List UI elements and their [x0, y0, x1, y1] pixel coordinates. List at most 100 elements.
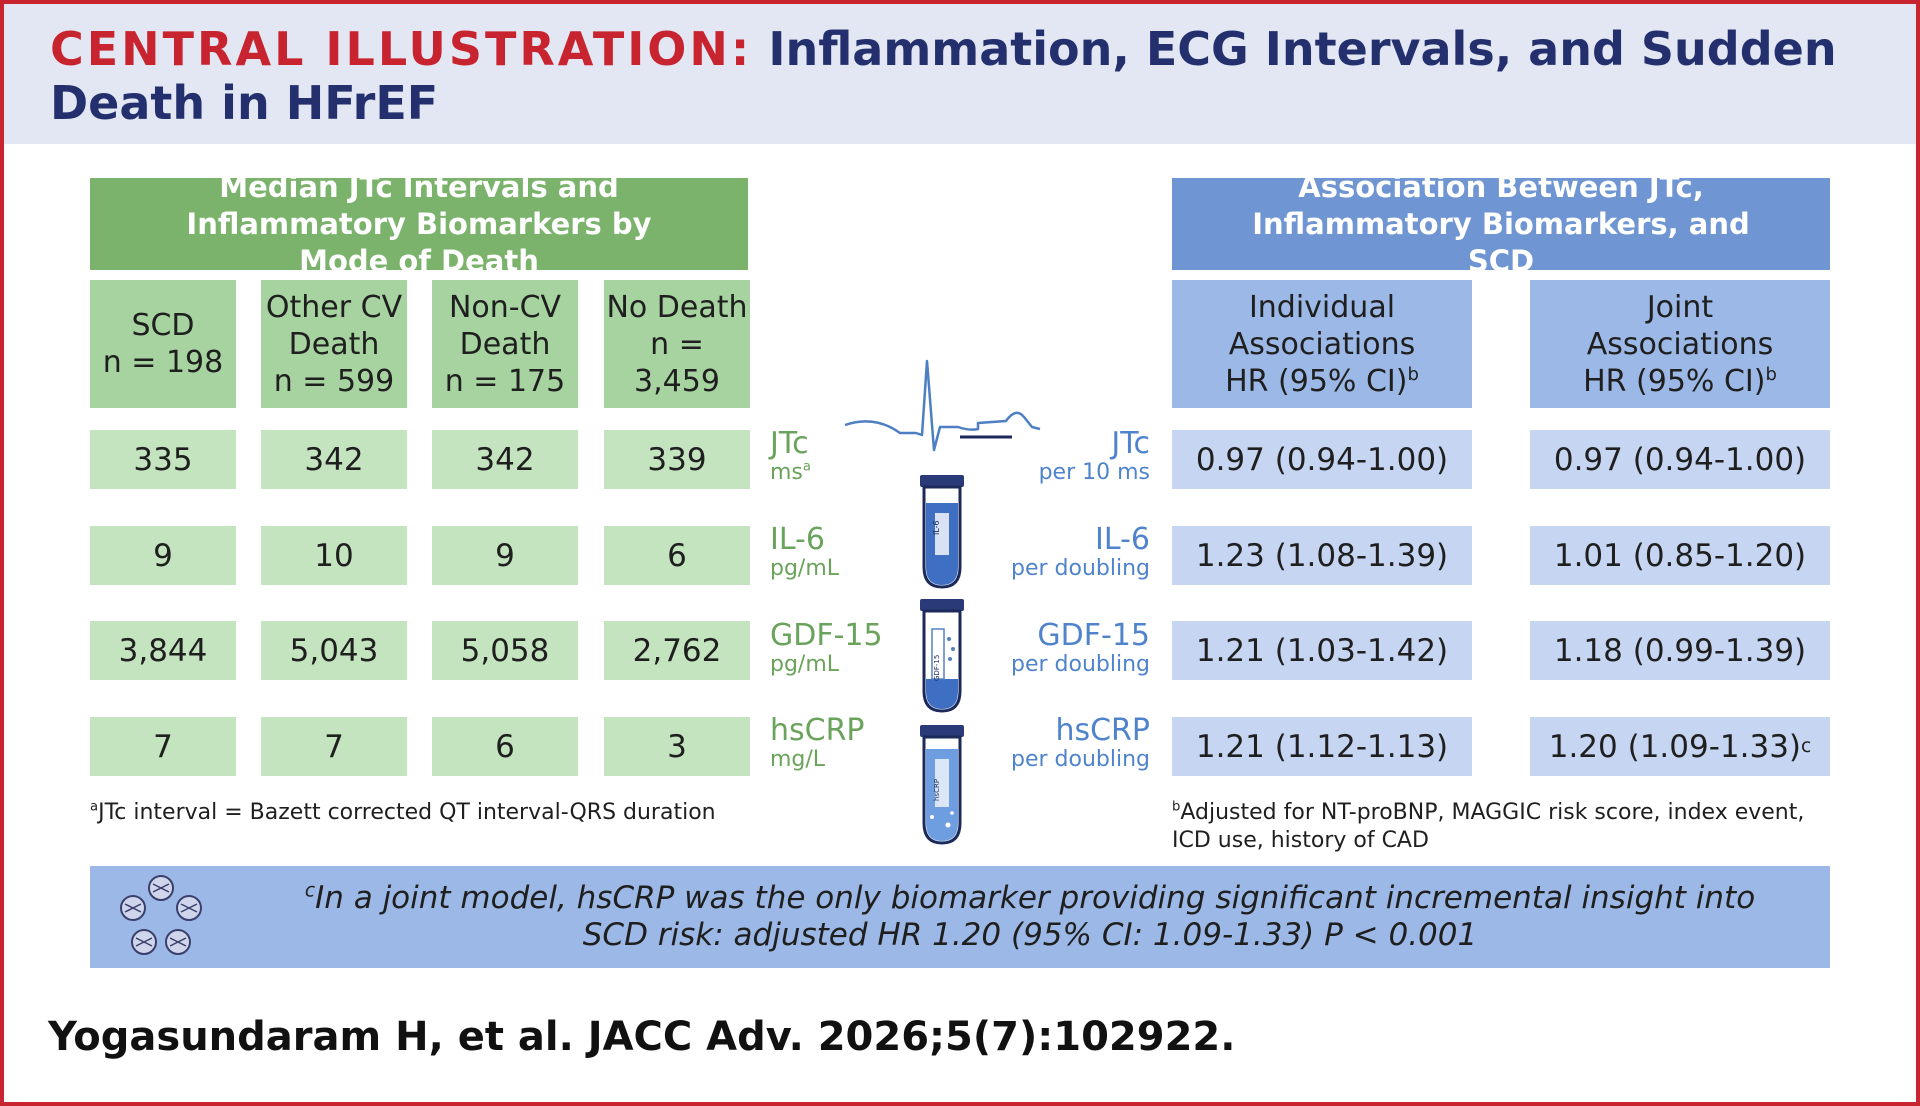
median-cell: 3,844 [90, 621, 236, 680]
column-header-line: Associations [1228, 326, 1416, 362]
median-cell: 9 [90, 526, 236, 585]
column-header-line: n = 599 [273, 363, 395, 399]
median-cell: 3 [604, 717, 750, 776]
left-footnote: aJTc interval = Bazett corrected QT inte… [90, 799, 750, 827]
bottom-note-line-2: SCD risk: adjusted HR 1.20 (95% CI: 1.09… [582, 917, 1478, 953]
median-cell: 7 [261, 717, 407, 776]
median-cell: 5,043 [261, 621, 407, 680]
bottom-note-text: cIn a joint model, hsCRP was the only bi… [280, 880, 1780, 954]
left-footnote-text: JTc interval = Bazett corrected QT inter… [98, 800, 716, 825]
hr-cell-joint-hscrp: 1.20 (1.09-1.33) c [1530, 717, 1830, 776]
row-label-unit: mg/L [770, 747, 826, 772]
right-footnote: bAdjusted for NT-proBNP, MAGGIC risk sco… [1172, 799, 1832, 855]
row-label-gdf15-left: GDF-15 pg/mL [770, 620, 883, 678]
column-header-individual: Individual Associations HR (95% CI)b [1172, 280, 1472, 408]
column-header-line: Death [288, 326, 380, 362]
median-cell: 7 [90, 717, 236, 776]
median-cell: 9 [432, 526, 578, 585]
ecg-waveform-icon [844, 359, 1041, 452]
column-header-line: Non-CV [448, 289, 562, 325]
column-header-line: n = 3,459 [634, 326, 720, 399]
column-header-joint: Joint Associations HR (95% CI)b [1530, 280, 1830, 408]
column-header-line: n = 198 [102, 345, 224, 380]
test-tube-il6-icon [920, 475, 964, 589]
row-label-name: GDF-15 [1037, 618, 1150, 653]
median-cell: 2,762 [604, 621, 750, 680]
figure-title: CENTRAL ILLUSTRATION: Inflammation, ECG … [50, 22, 1880, 130]
median-cell: 342 [261, 430, 407, 489]
row-label-il6-right: IL-6 per doubling [1011, 524, 1150, 582]
row-label-name: hsCRP [770, 713, 865, 748]
footnote-marker: b [1407, 363, 1419, 385]
row-label-name: JTc [770, 426, 809, 461]
column-header-scd: SCD n = 198 [90, 280, 236, 408]
tube-label: IL-6 [932, 520, 941, 535]
footnote-marker: c [304, 880, 316, 902]
row-label-unit: per doubling [1010, 556, 1150, 581]
median-cell: 6 [604, 526, 750, 585]
row-label-name: GDF-15 [770, 618, 883, 653]
column-header-line: No Death [606, 289, 748, 325]
median-cell: 6 [432, 717, 578, 776]
median-cell: 335 [90, 430, 236, 489]
right-panel-title-text: Association Between JTc, Inflammatory Bi… [1252, 169, 1750, 278]
hr-cell: 1.01 (0.85-1.20) [1530, 526, 1830, 585]
hr-cell: 1.21 (1.12-1.13) [1172, 717, 1472, 776]
row-label-il6-left: IL-6 pg/mL [770, 524, 839, 582]
row-label-unit: pg/mL [770, 556, 840, 581]
row-label-unit: per doubling [1010, 652, 1150, 677]
column-header-line: Associations [1586, 326, 1774, 362]
column-header-line: HR (95% CI)b [1583, 363, 1777, 400]
title-lead: CENTRAL ILLUSTRATION: [50, 22, 753, 76]
footnote-marker: a [802, 459, 811, 475]
row-label-gdf15-right: GDF-15 per doubling [1011, 620, 1150, 678]
row-label-name: hsCRP [1055, 713, 1150, 748]
bottom-note-box: cIn a joint model, hsCRP was the only bi… [90, 866, 1830, 968]
hr-cell-text: 1.20 (1.09-1.33) [1548, 728, 1802, 765]
column-header-line: Other CV [265, 289, 403, 325]
row-label-name: IL-6 [770, 522, 825, 557]
left-panel-title: Median JTc Intervals and Inflammatory Bi… [90, 170, 748, 278]
footnote-marker: b [1765, 363, 1777, 385]
bottom-note-line-1: In a joint model, hsCRP was the only bio… [315, 880, 1756, 916]
column-header-line: Individual [1248, 289, 1396, 325]
citation: Yogasundaram H, et al. JACC Adv. 2026;5(… [48, 1014, 1236, 1060]
row-label-unit: msa [770, 460, 811, 486]
row-label-unit: pg/mL [770, 652, 840, 677]
row-label-hscrp-right: hsCRP per doubling [1011, 715, 1150, 773]
test-tube-gdf15-icon [920, 599, 964, 713]
header-banner: CENTRAL ILLUSTRATION: Inflammation, ECG … [4, 4, 1916, 144]
right-footnote-text: Adjusted for NT-proBNP, MAGGIC risk scor… [1172, 800, 1805, 853]
test-tube-hscrp-icon [920, 725, 964, 845]
column-header-line: n = 175 [444, 363, 566, 399]
center-illustration: IL-6 GDF-15 hsCRP [844, 359, 1041, 845]
bottom-note-line: cIn a joint model, hsCRP was the only bi… [280, 880, 1780, 917]
median-cell: 10 [261, 526, 407, 585]
right-panel-title: Association Between JTc, Inflammatory Bi… [1172, 170, 1830, 278]
row-label-name: IL-6 [1095, 522, 1150, 557]
row-label-unit-text: ms [770, 460, 803, 485]
title-text: Inflammation, ECG Intervals, and Sudden … [50, 22, 1837, 130]
row-label-name: JTc [1111, 426, 1150, 461]
column-header-text: HR (95% CI) [1225, 363, 1408, 399]
median-cell: 342 [432, 430, 578, 489]
column-header-line: Joint [1646, 289, 1714, 325]
tube-label: GDF-15 [933, 655, 941, 681]
protein-structure-icon [120, 875, 202, 955]
median-cell: 339 [604, 430, 750, 489]
row-label-unit: per 10 ms [1038, 460, 1150, 485]
row-label-jtc-left: JTc msa [770, 428, 811, 486]
hr-cell: 1.21 (1.03-1.42) [1172, 621, 1472, 680]
column-header-line: Death [459, 326, 551, 362]
row-label-jtc-right: JTc per 10 ms [1039, 428, 1150, 486]
hr-cell: 0.97 (0.94-1.00) [1530, 430, 1830, 489]
column-header-text: HR (95% CI) [1583, 363, 1766, 399]
hr-cell: 1.18 (0.99-1.39) [1530, 621, 1830, 680]
row-label-unit: per doubling [1010, 747, 1150, 772]
column-header-line: HR (95% CI)b [1225, 363, 1419, 400]
column-header-other-cv-death: Other CV Death n = 599 [261, 280, 407, 408]
tube-label: hsCRP [933, 779, 941, 801]
footnote-marker: b [1172, 799, 1181, 815]
hr-cell: 1.23 (1.08-1.39) [1172, 526, 1472, 585]
